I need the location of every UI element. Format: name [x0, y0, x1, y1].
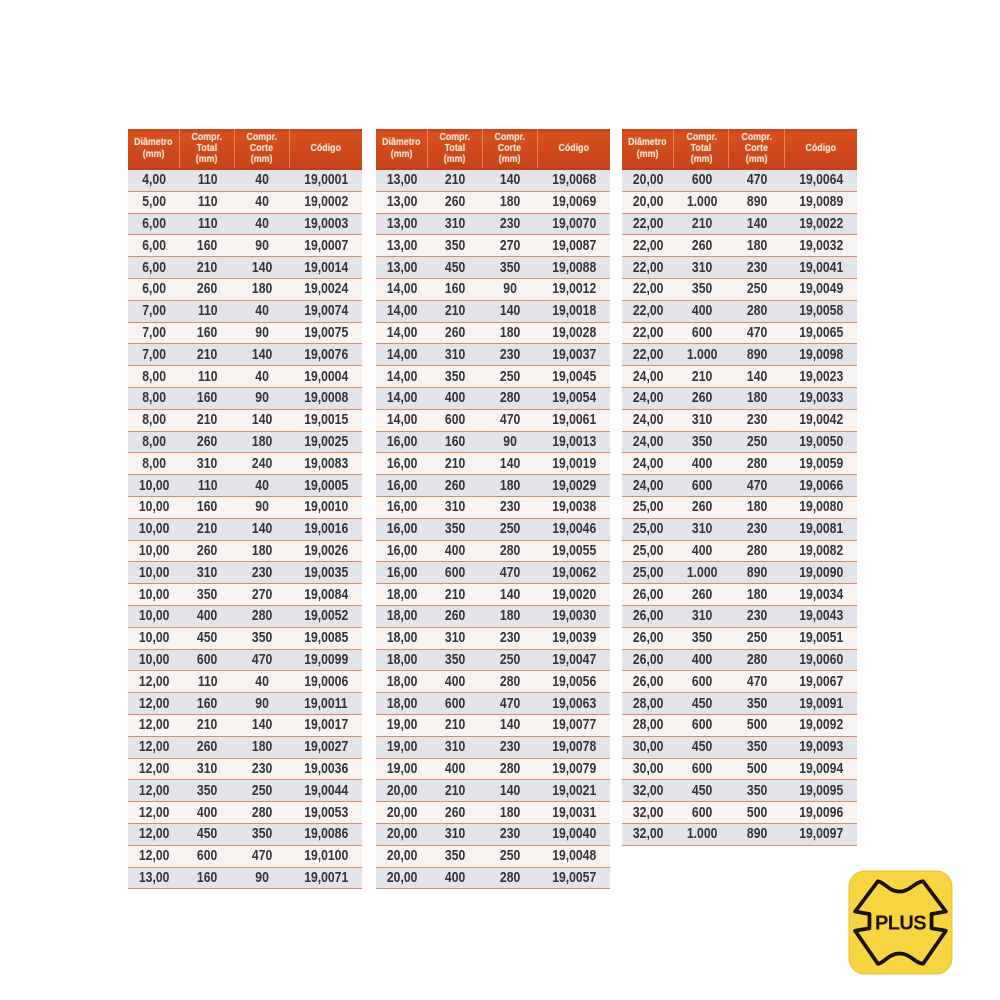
svg-text:PLUS: PLUS	[875, 912, 926, 934]
